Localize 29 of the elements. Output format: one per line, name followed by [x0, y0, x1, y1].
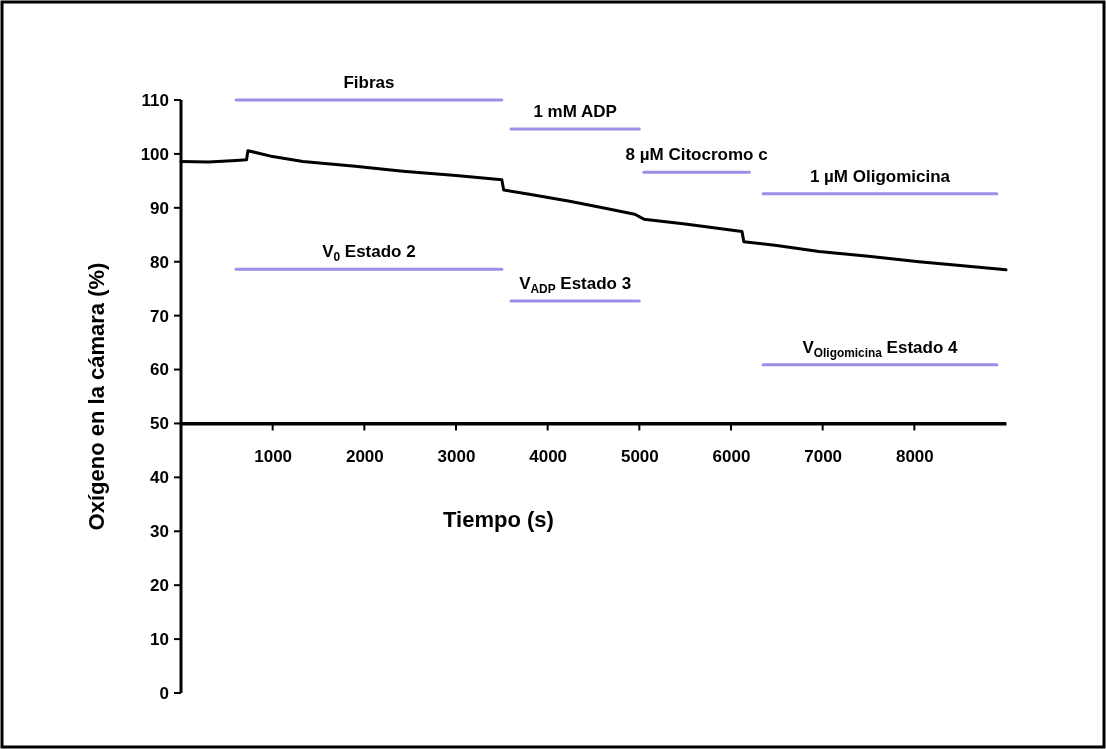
y-tick-label: 90: [150, 198, 169, 218]
x-tick-label: 5000: [620, 446, 659, 466]
series-label: 1 mM ADP: [533, 102, 617, 122]
x-axis-title: Tiempo (s): [443, 507, 554, 533]
y-tick-label: 50: [150, 414, 169, 434]
y-tick-label: 80: [150, 252, 169, 272]
x-tick-label: 7000: [804, 446, 843, 466]
y-tick-label: 100: [140, 144, 169, 164]
y-tick-label: 40: [150, 468, 169, 488]
series-label: V$_{Oligomicina}$ Estado 4: [802, 337, 958, 360]
series-label: Fibras: [343, 73, 395, 92]
series-label: 1 µM Oligomicina: [809, 166, 951, 186]
x-tick-label: 2000: [345, 446, 384, 466]
x-tick-label: 1000: [254, 446, 293, 466]
x-tick-label: 3000: [437, 446, 476, 466]
y-tick-label: 110: [141, 90, 169, 110]
y-tick-label: 30: [150, 522, 169, 542]
y-tick-label: 10: [150, 630, 169, 650]
x-tick-label: 8000: [895, 446, 934, 466]
y-tick-label: 20: [150, 576, 169, 596]
series-label: V$_{0}$ Estado 2: [322, 242, 416, 264]
y-axis-title: Oxígeno en la cámara (%): [84, 262, 109, 531]
y-tick-label: 0: [159, 683, 169, 703]
x-tick-label: 4000: [529, 446, 568, 466]
y-tick-label: 60: [150, 360, 169, 380]
series-label: V$_{ADP}$ Estado 3: [519, 274, 632, 296]
series-label: 8 µM Citocromo c: [625, 145, 768, 165]
y-tick-label: 70: [150, 306, 169, 326]
x-tick-label: 6000: [712, 446, 751, 466]
